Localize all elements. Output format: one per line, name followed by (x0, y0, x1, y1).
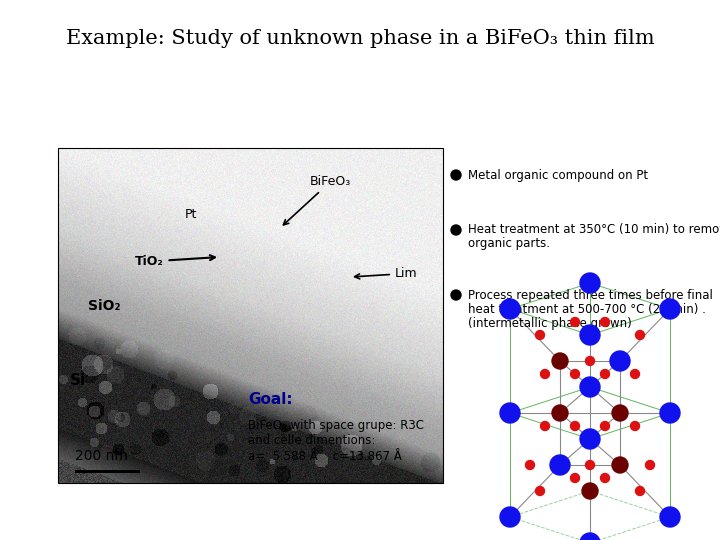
Text: 200 nm: 200 nm (75, 449, 128, 463)
Text: SiO₂: SiO₂ (88, 299, 120, 313)
Circle shape (660, 507, 680, 527)
Circle shape (580, 377, 600, 397)
Circle shape (600, 369, 610, 379)
Circle shape (552, 405, 568, 421)
Text: and celle dimentions:: and celle dimentions: (248, 435, 375, 448)
Text: Heat treatment at 350°C (10 min) to remove: Heat treatment at 350°C (10 min) to remo… (468, 224, 720, 237)
Circle shape (552, 353, 568, 369)
Circle shape (660, 403, 680, 423)
Circle shape (585, 461, 595, 469)
Text: TiO₂: TiO₂ (135, 255, 215, 268)
Text: organic parts.: organic parts. (468, 238, 550, 251)
Text: (intermetallic phase grown): (intermetallic phase grown) (468, 316, 631, 329)
Circle shape (526, 461, 534, 469)
Text: a=  5.588 Å    c=13.867 Å: a= 5.588 Å c=13.867 Å (248, 450, 402, 463)
Text: heat treatment at 500-700 °C (20 min) .: heat treatment at 500-700 °C (20 min) . (468, 302, 706, 315)
Text: BiFeO₃: BiFeO₃ (284, 175, 351, 225)
Circle shape (631, 422, 639, 430)
Circle shape (580, 325, 600, 345)
Circle shape (646, 461, 654, 469)
Circle shape (570, 422, 580, 430)
Bar (75, 470, 140, 473)
Circle shape (500, 299, 520, 319)
Text: Example: Study of unknown phase in a BiFeO₃ thin film: Example: Study of unknown phase in a BiF… (66, 29, 654, 48)
Circle shape (600, 318, 610, 327)
Circle shape (536, 330, 544, 340)
Circle shape (451, 170, 461, 180)
Text: Lim: Lim (355, 267, 418, 280)
Circle shape (570, 318, 580, 327)
Circle shape (600, 474, 610, 483)
Circle shape (585, 356, 595, 366)
Circle shape (580, 273, 600, 293)
Circle shape (660, 299, 680, 319)
Circle shape (570, 474, 580, 483)
Text: Metal organic compound on Pt: Metal organic compound on Pt (468, 168, 648, 181)
Circle shape (500, 403, 520, 423)
Circle shape (600, 422, 610, 430)
Text: BiFeO₃ with space grupe: R3C: BiFeO₃ with space grupe: R3C (248, 418, 424, 431)
Text: Pt: Pt (185, 208, 197, 221)
Text: Si: Si (70, 373, 86, 388)
Circle shape (582, 379, 598, 395)
Circle shape (580, 533, 600, 540)
Circle shape (582, 431, 598, 447)
Circle shape (541, 369, 549, 379)
Circle shape (610, 351, 630, 371)
Bar (58, 148, 443, 483)
Text: Goal:: Goal: (248, 393, 292, 408)
Circle shape (500, 507, 520, 527)
Circle shape (636, 487, 644, 496)
Circle shape (631, 369, 639, 379)
Circle shape (536, 487, 544, 496)
Circle shape (550, 455, 570, 475)
Circle shape (580, 429, 600, 449)
Circle shape (570, 369, 580, 379)
Text: Process repeated three times before final: Process repeated three times before fina… (468, 288, 713, 301)
Circle shape (541, 422, 549, 430)
Circle shape (451, 290, 461, 300)
Circle shape (612, 457, 628, 473)
Circle shape (636, 330, 644, 340)
Circle shape (612, 405, 628, 421)
Circle shape (582, 483, 598, 499)
Circle shape (451, 225, 461, 235)
